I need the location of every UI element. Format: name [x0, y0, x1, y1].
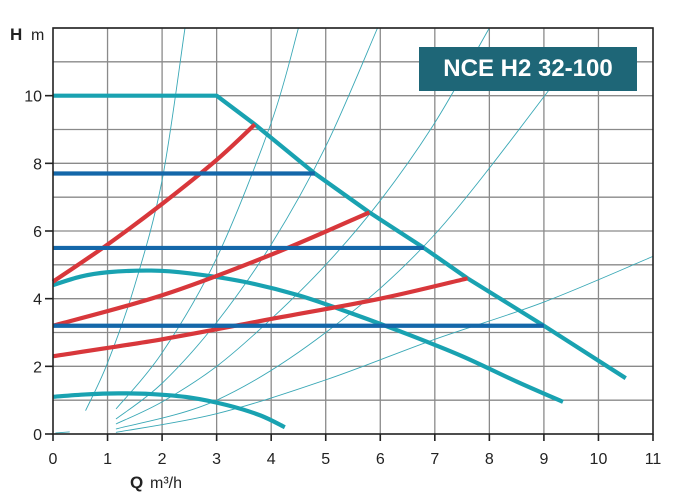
proportional-pressure-low	[52, 276, 469, 359]
system-curve-1	[85, 27, 186, 411]
proportional-pressure-high	[51, 122, 257, 284]
min-curve-middle	[52, 268, 564, 404]
y-axis-unit: m	[31, 27, 44, 44]
y-tick-label: 0	[33, 427, 42, 444]
system-curve-2	[115, 27, 299, 410]
x-tick-label: 2	[158, 451, 167, 468]
x-tick-label: 0	[49, 451, 58, 468]
y-tick-label: 8	[33, 156, 42, 173]
x-tick-label: 1	[103, 451, 112, 468]
y-tick-label: 2	[33, 359, 42, 376]
system-curve-5	[115, 74, 561, 430]
system-curve-3	[115, 27, 378, 420]
x-tick-label: 11	[645, 451, 662, 468]
y-axis-label: H	[10, 25, 22, 44]
system-curve-6	[115, 255, 654, 433]
x-tick-label: 5	[321, 451, 330, 468]
system-curve-origin-stub	[55, 431, 70, 434]
x-axis-unit: m³/h	[150, 475, 182, 492]
y-tick-label: 10	[24, 89, 42, 106]
x-tick-label: 3	[212, 451, 221, 468]
x-tick-label: 7	[430, 451, 439, 468]
proportional-pressure-mid	[52, 210, 371, 328]
min-curve-low	[52, 391, 286, 430]
chart-title: NCE H2 32-100	[419, 47, 637, 91]
x-tick-label: 8	[485, 451, 494, 468]
max-curve	[53, 93, 627, 380]
y-tick-label: 6	[33, 224, 42, 241]
tick-labels: 0 1 2 3 4 5 6 7 8 9 10 11 0 2 4 6 8 10	[24, 89, 661, 468]
series-group	[51, 27, 654, 434]
y-tick-label: 4	[33, 292, 42, 309]
axes	[45, 27, 654, 441]
x-axis-label: Q	[130, 473, 143, 492]
x-tick-label: 10	[590, 451, 608, 468]
x-tick-label: 4	[267, 451, 276, 468]
x-tick-label: 6	[376, 451, 385, 468]
x-tick-label: 9	[539, 451, 548, 468]
